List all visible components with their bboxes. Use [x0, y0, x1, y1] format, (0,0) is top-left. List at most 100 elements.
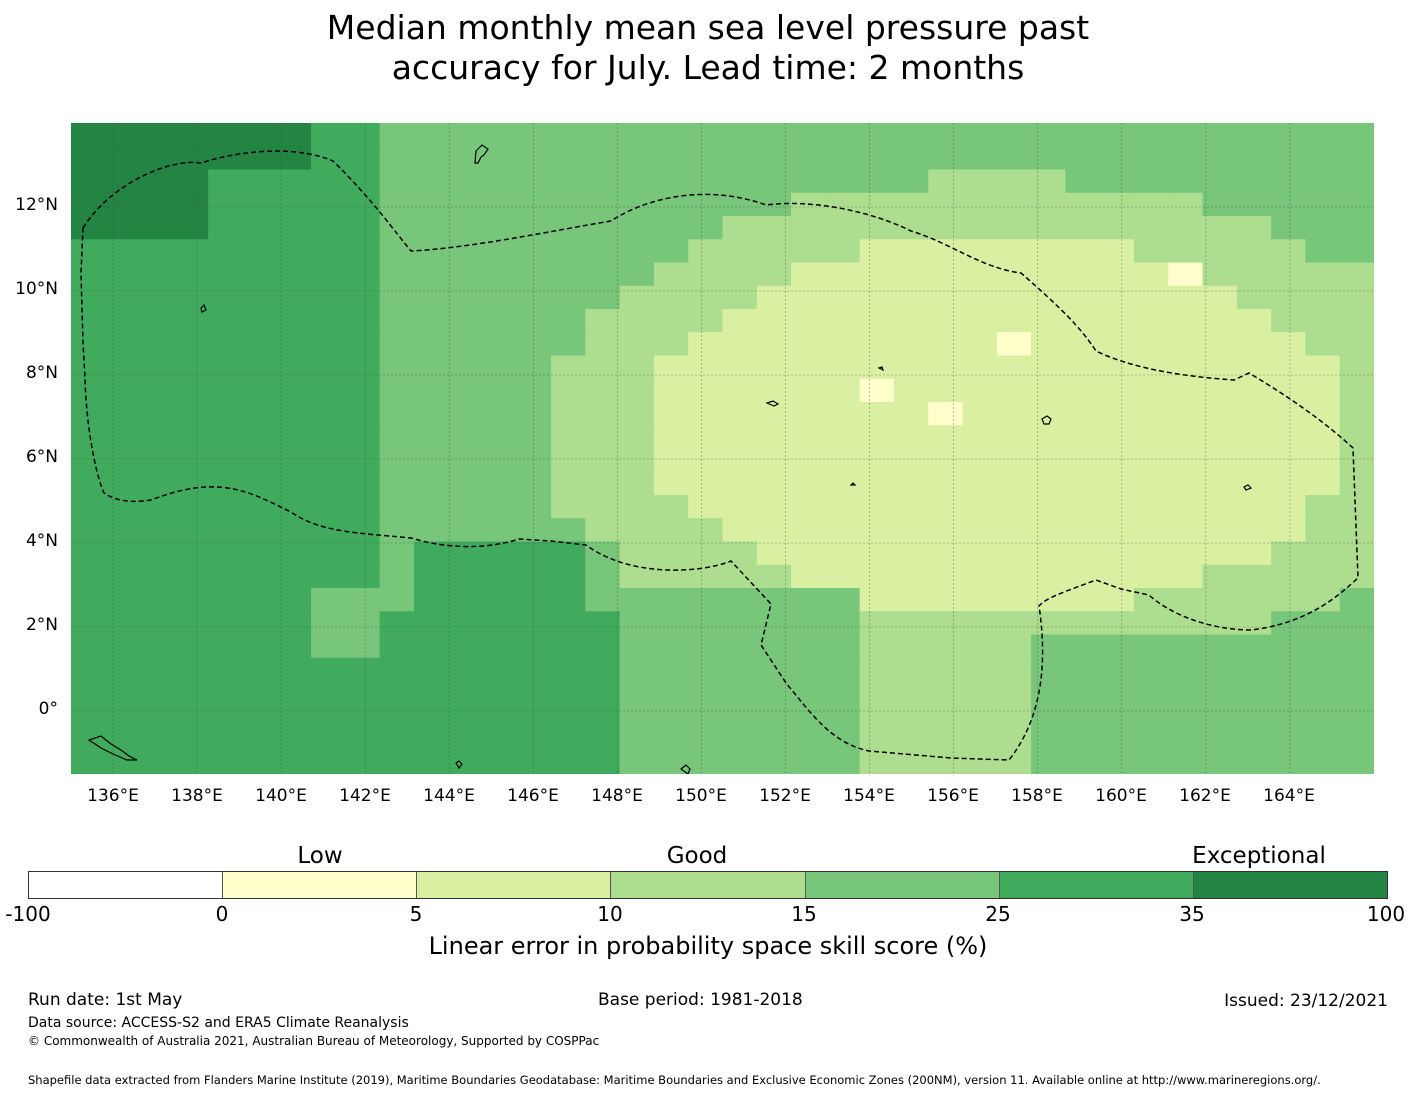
skill-cell [208, 146, 244, 171]
skill-cell [653, 471, 689, 496]
skill-cell [379, 216, 415, 240]
skill-cell [516, 216, 552, 240]
skill-cell [585, 471, 621, 496]
skill-cell [1236, 216, 1272, 240]
skill-cell [311, 309, 346, 333]
skill-cell [413, 448, 449, 473]
skill-cell [1236, 355, 1272, 380]
skill-cell [893, 309, 929, 333]
skill-cell [516, 634, 552, 659]
skill-cell [1065, 216, 1101, 240]
skill-cell [1099, 332, 1135, 357]
skill-cell [71, 355, 106, 380]
skill-cell [859, 123, 895, 147]
lat-tick: 6°N [25, 447, 58, 467]
islands-layer [87, 144, 1253, 774]
skill-cell [996, 750, 1032, 774]
skill-cell [722, 657, 758, 682]
lon-tick: 160°E [1095, 786, 1147, 806]
skill-cell [1133, 169, 1169, 194]
skill-cell [996, 471, 1032, 496]
skill-cell [756, 611, 792, 636]
skill-cell [242, 378, 278, 403]
skill-cell [859, 750, 895, 774]
skill-cell [928, 239, 964, 264]
skill-cell [1065, 239, 1101, 264]
skill-cell [276, 146, 312, 171]
skill-cell [242, 704, 278, 729]
skill-cell [1168, 378, 1204, 403]
skill-cell [345, 239, 381, 264]
skill-cell [276, 169, 312, 194]
skill-cell [345, 518, 381, 543]
skill-cell [653, 169, 689, 194]
skill-cell [413, 169, 449, 194]
skill-cell [1099, 216, 1135, 240]
skill-cell [1031, 192, 1066, 217]
skill-cell [1099, 564, 1135, 589]
skill-cell [619, 750, 655, 774]
skill-cell [208, 518, 244, 543]
skill-cell [1305, 681, 1341, 705]
skill-cell [1271, 425, 1307, 450]
skill-cell [619, 355, 655, 380]
skill-cell [962, 681, 998, 705]
island-yap [200, 303, 207, 313]
skill-cell [311, 192, 346, 217]
skill-cell [928, 425, 964, 450]
skill-cell [173, 448, 209, 473]
skill-cell [413, 216, 449, 240]
skill-cell [1339, 588, 1374, 612]
skill-cell [1236, 332, 1272, 357]
skill-cell-low [996, 332, 1032, 356]
skill-cell [551, 239, 586, 264]
skill-cell [105, 681, 141, 705]
skill-cell [619, 518, 655, 543]
skill-cell [996, 564, 1032, 589]
colorbar-segment [417, 872, 612, 898]
skill-cell [688, 448, 724, 473]
skill-cell [242, 541, 278, 566]
skill-cell [173, 355, 209, 380]
skill-cell [208, 355, 244, 380]
skill-cell [1202, 146, 1238, 171]
skill-cell [1339, 146, 1374, 171]
skill-cell [928, 262, 964, 287]
skill-cell [276, 262, 312, 287]
skill-cell [653, 611, 689, 636]
skill-cell [482, 378, 518, 403]
skill-cell [653, 657, 689, 682]
skill-cell [1236, 309, 1272, 333]
skill-cell [173, 378, 209, 403]
skill-cell [1168, 681, 1204, 705]
map-canvas [71, 123, 1374, 774]
skill-cell [1168, 611, 1204, 636]
skill-cell [859, 634, 895, 659]
skill-cell [825, 541, 861, 566]
skill-cell [1305, 332, 1341, 357]
skill-cell [1236, 239, 1272, 264]
skill-cell [1065, 588, 1101, 612]
skill-cell [379, 378, 415, 403]
skill-cell [173, 169, 209, 194]
lon-tick: 142°E [339, 786, 391, 806]
skill-cell [105, 332, 141, 357]
skill-cell [1339, 216, 1374, 240]
skill-cell [413, 564, 449, 589]
skill-cell [448, 657, 484, 682]
skill-cell [482, 425, 518, 450]
skill-cell [859, 262, 895, 287]
skill-cell [208, 704, 244, 729]
skill-cell [413, 681, 449, 705]
skill-cell [516, 471, 552, 496]
skill-cell [893, 448, 929, 473]
skill-cell [516, 541, 552, 566]
skill-cell [585, 727, 621, 752]
skill-cell [1099, 727, 1135, 752]
skill-score-map [71, 123, 1374, 774]
skill-cell [1339, 495, 1374, 519]
skill-cell [619, 448, 655, 473]
skill-cell [208, 727, 244, 752]
skill-cell [1202, 262, 1238, 287]
skill-cell [962, 448, 998, 473]
